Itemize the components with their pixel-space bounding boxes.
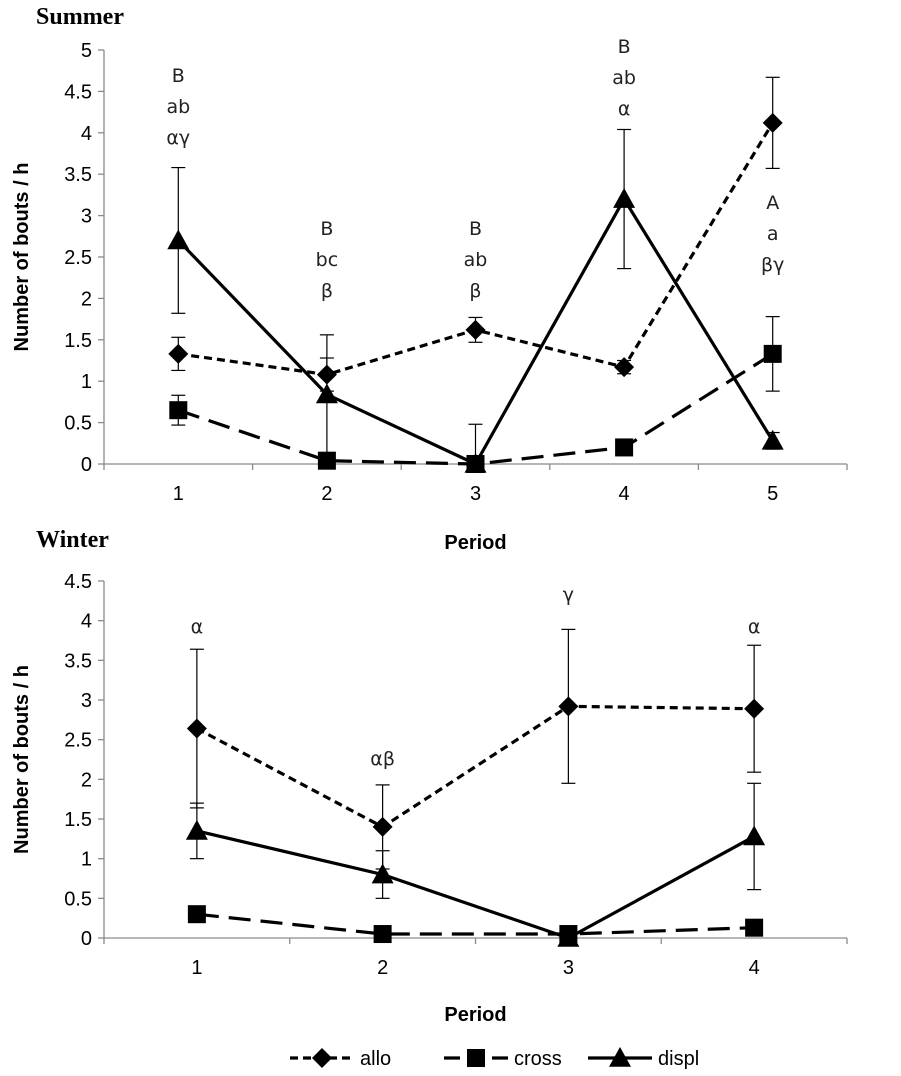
data-point-cross <box>373 925 392 944</box>
y-tick-label: 0.5 <box>64 888 92 910</box>
annotation-text: α <box>618 98 631 120</box>
annotation-text: α <box>191 616 204 638</box>
annotation-text: α <box>748 616 761 638</box>
y-tick-label: 3 <box>81 690 92 712</box>
legend-label-cross: cross <box>514 1048 562 1070</box>
legend: allo cross displ <box>290 1047 699 1070</box>
y-axis-label: Number of bouts / h <box>11 163 33 352</box>
data-point-cross <box>317 451 336 470</box>
summer-panel: Summer 0 0.5 1 1.5 2 2.5 3 3.5 4 4.5 5 1 2 3 4 5 Period Nu… <box>11 4 848 554</box>
annotation-text: B <box>172 65 185 87</box>
data-point-displ <box>185 819 208 840</box>
y-tick-label: 3 <box>81 206 92 228</box>
data-point-allo <box>614 357 635 378</box>
annotation-text: γ <box>563 584 574 606</box>
y-tick-label: 0 <box>81 928 92 950</box>
data-point-cross <box>745 918 764 937</box>
y-tick-label: 0.5 <box>64 413 92 435</box>
legend-marker-displ <box>609 1047 631 1067</box>
x-tick-label: 4 <box>749 957 760 979</box>
data-point-allo <box>372 816 393 837</box>
annotation-text: αβ <box>370 748 395 770</box>
data-point-allo <box>744 698 765 719</box>
legend-label-allo: allo <box>360 1048 391 1070</box>
data-point-cross <box>187 905 206 924</box>
annotation-text: A <box>766 192 779 214</box>
y-tick-label: 5 <box>81 40 92 62</box>
x-axis-label: Period <box>444 532 506 554</box>
x-tick-label: 1 <box>191 957 202 979</box>
x-tick-label: 2 <box>377 957 388 979</box>
y-tick-label: 2 <box>81 769 92 791</box>
y-axis-label: Number of bouts / h <box>11 665 33 854</box>
data-point-allo <box>168 343 189 364</box>
data-point-allo <box>316 364 337 385</box>
annotation-text: ab <box>612 67 636 89</box>
data-point-allo <box>186 718 207 739</box>
data-point-displ <box>167 229 190 250</box>
annotation-text: αγ <box>166 127 190 149</box>
x-axis-label: Period <box>444 1004 506 1026</box>
annotation-text: βγ <box>761 254 784 276</box>
y-tick-label: 1 <box>81 849 92 871</box>
x-tick-label: 3 <box>470 483 481 505</box>
y-tick-label: 4.5 <box>64 81 92 103</box>
y-tick-label: 2.5 <box>64 730 92 752</box>
data-point-displ <box>371 863 394 884</box>
data-point-displ <box>315 383 338 404</box>
data-point-displ <box>557 927 580 947</box>
y-tick-label: 2.5 <box>64 247 92 269</box>
panel-title: Winter <box>36 527 109 553</box>
series-line-displ <box>196 829 755 940</box>
legend-label-displ: displ <box>658 1048 699 1070</box>
y-tick-label: 2 <box>81 288 92 310</box>
y-tick-label: 4.5 <box>64 571 92 593</box>
y-tick-label: 4 <box>81 123 92 145</box>
data-point-allo <box>465 319 486 340</box>
annotation-text: B <box>618 36 631 58</box>
data-point-displ <box>761 429 784 450</box>
data-point-allo <box>762 112 783 133</box>
y-tick-label: 3.5 <box>64 164 92 186</box>
y-tick-label: 4 <box>81 611 92 633</box>
series-line-allo <box>196 704 755 829</box>
winter-panel: Winter 0 0.5 1 1.5 2 2.5 3 3.5 4 4.5 1 2 3 4 Period Numb… <box>11 527 848 1026</box>
x-tick-label: 5 <box>767 483 778 505</box>
y-tick-label: 1.5 <box>64 809 92 831</box>
data-point-displ <box>613 188 636 208</box>
data-point-cross <box>763 344 782 363</box>
annotation-text: ab <box>464 249 488 271</box>
y-tick-label: 3.5 <box>64 650 92 672</box>
series-line-cross <box>196 912 755 936</box>
data-point-cross <box>615 438 634 457</box>
annotation-text: B <box>469 218 482 240</box>
panel-title: Summer <box>36 4 124 30</box>
y-tick-label: 0 <box>81 454 92 476</box>
annotation-text: ab <box>166 96 190 118</box>
annotation-text: a <box>767 223 779 245</box>
annotation-text: bc <box>316 249 339 271</box>
data-point-displ <box>464 453 487 473</box>
annotation-text: β <box>469 280 481 302</box>
y-tick-label: 1.5 <box>64 330 92 352</box>
data-point-cross <box>169 401 188 420</box>
legend-marker-cross <box>467 1049 485 1067</box>
annotation-text: β <box>321 280 333 302</box>
x-tick-label: 3 <box>563 957 574 979</box>
data-point-displ <box>743 825 766 846</box>
x-tick-label: 1 <box>173 483 184 505</box>
data-point-allo <box>558 696 579 717</box>
x-tick-label: 2 <box>321 483 332 505</box>
y-tick-label: 1 <box>81 371 92 393</box>
legend-marker-allo <box>312 1048 332 1068</box>
x-tick-label: 4 <box>619 483 630 505</box>
annotation-text: B <box>320 218 333 240</box>
